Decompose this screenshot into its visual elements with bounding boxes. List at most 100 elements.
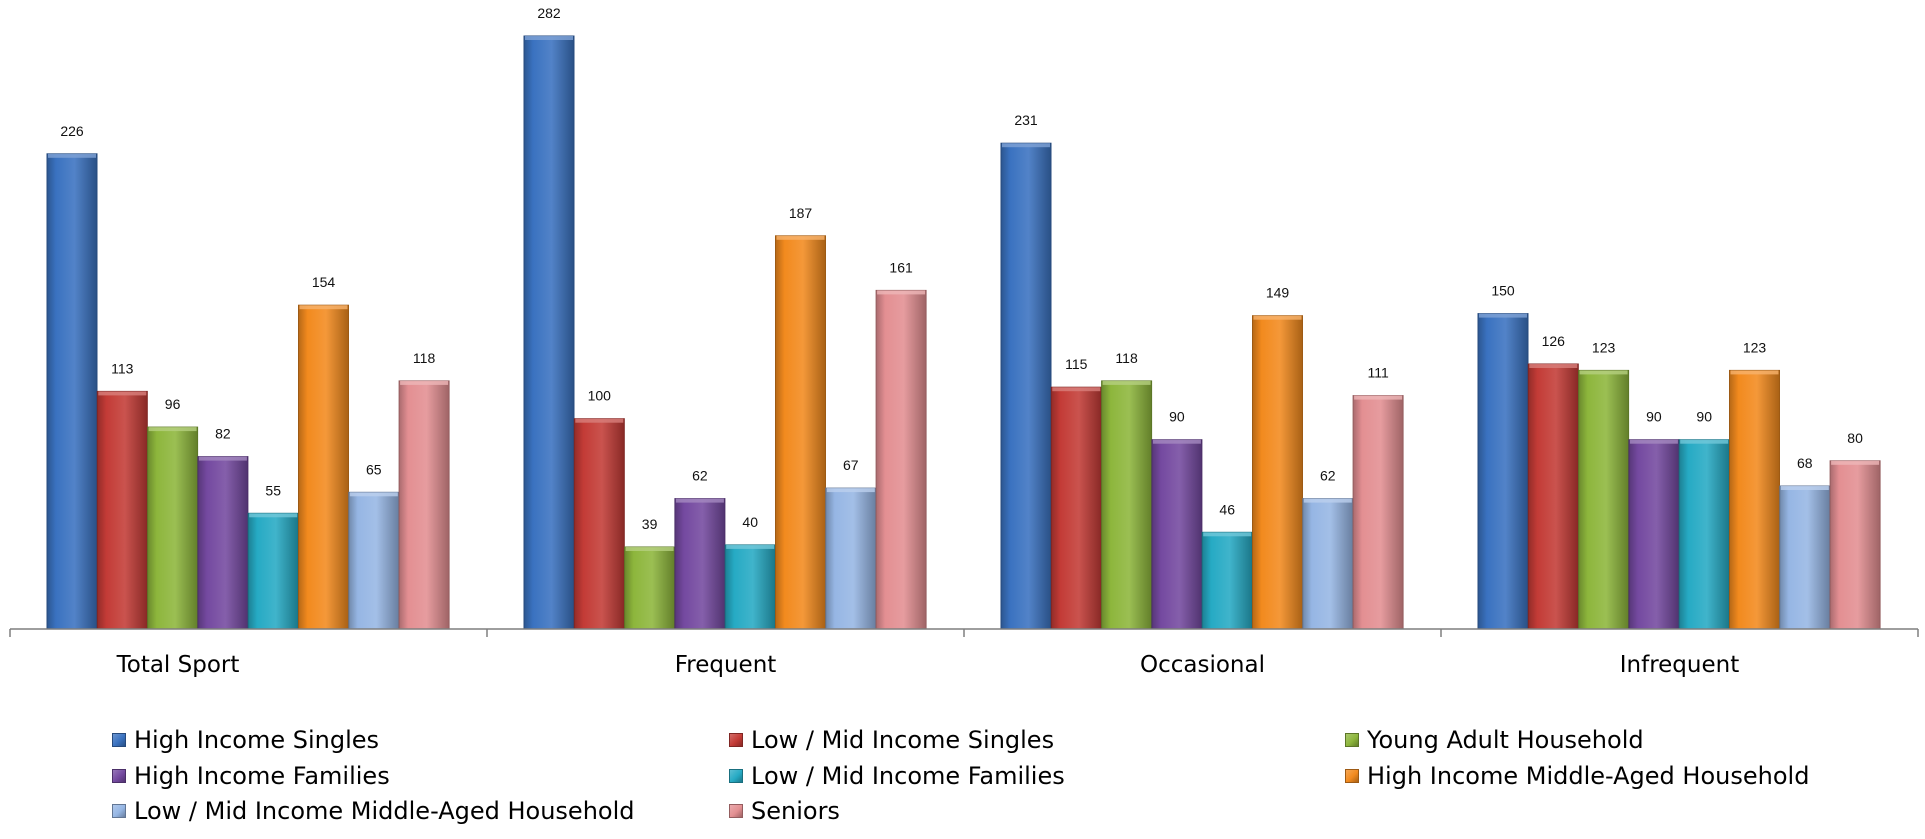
data-label: 282 bbox=[537, 5, 561, 21]
bar-top-highlight bbox=[1303, 498, 1352, 503]
data-label: 46 bbox=[1219, 501, 1235, 517]
bar-top-highlight bbox=[48, 153, 96, 158]
data-label: 161 bbox=[889, 259, 913, 275]
data-label: 65 bbox=[366, 461, 382, 477]
bar-top-highlight bbox=[299, 305, 348, 310]
bar-top-highlight bbox=[1102, 380, 1151, 385]
bar-total-sport-series-5 bbox=[298, 304, 349, 630]
data-label: 80 bbox=[1847, 430, 1863, 446]
bar-infrequent-series-6 bbox=[1779, 485, 1831, 630]
bar-total-sport-series-1 bbox=[96, 390, 148, 630]
bar-top-highlight bbox=[525, 36, 573, 40]
data-label: 90 bbox=[1696, 409, 1712, 425]
bar-top-highlight bbox=[148, 427, 197, 432]
bar-infrequent-series-0 bbox=[1477, 313, 1529, 630]
bars-layer bbox=[46, 35, 1881, 630]
data-label: 111 bbox=[1367, 365, 1388, 381]
bar-infrequent-series-4 bbox=[1678, 439, 1730, 630]
data-label: 231 bbox=[1014, 112, 1038, 128]
bar-top-highlight bbox=[1831, 460, 1880, 465]
data-label: 82 bbox=[215, 426, 231, 442]
bar-top-highlight bbox=[249, 513, 298, 518]
bar-frequent-series-5 bbox=[775, 235, 826, 630]
bar-top-highlight bbox=[198, 456, 247, 461]
bar-top-highlight bbox=[675, 498, 724, 503]
bar-top-highlight bbox=[1529, 364, 1578, 368]
bar-occasional-series-0 bbox=[1000, 142, 1052, 630]
bar-top-highlight bbox=[726, 544, 775, 549]
data-label: 40 bbox=[742, 514, 758, 530]
data-label: 123 bbox=[1592, 339, 1616, 355]
bar-total-sport-series-7 bbox=[398, 380, 450, 630]
bar-infrequent-series-7 bbox=[1829, 460, 1881, 630]
x-axis: Total Sport Frequent Occasional Infrequent bbox=[9, 628, 1919, 678]
data-label: 115 bbox=[1065, 356, 1088, 372]
data-label: 118 bbox=[413, 350, 436, 366]
bar-infrequent-series-3 bbox=[1628, 439, 1680, 630]
data-label: 90 bbox=[1169, 409, 1185, 425]
data-label: 149 bbox=[1266, 285, 1290, 301]
bar-occasional-series-2 bbox=[1101, 380, 1153, 630]
bar-top-highlight bbox=[625, 547, 674, 551]
bar-top-highlight bbox=[400, 380, 449, 385]
bar-occasional-series-4 bbox=[1201, 531, 1253, 630]
bar-top-highlight bbox=[1354, 395, 1403, 400]
bar-top-highlight bbox=[776, 235, 825, 240]
bar-top-highlight bbox=[826, 488, 875, 493]
bar-top-highlight bbox=[1730, 370, 1779, 375]
bar-top-highlight bbox=[1479, 313, 1527, 318]
category-label: Frequent bbox=[675, 652, 777, 678]
bar-occasional-series-3 bbox=[1151, 439, 1203, 630]
data-label: 118 bbox=[1115, 350, 1138, 366]
bar-frequent-series-7 bbox=[875, 289, 927, 630]
data-label: 187 bbox=[789, 205, 813, 221]
bar-frequent-series-2 bbox=[624, 546, 676, 630]
data-label: 55 bbox=[265, 482, 281, 498]
bar-total-sport-series-3 bbox=[197, 456, 249, 630]
bar-occasional-series-6 bbox=[1302, 498, 1354, 630]
category-label: Occasional bbox=[1140, 652, 1265, 678]
data-label: 100 bbox=[588, 388, 612, 404]
bar-top-highlight bbox=[1680, 439, 1729, 444]
data-label: 67 bbox=[843, 457, 859, 473]
bar-top-highlight bbox=[575, 418, 624, 423]
data-label: 90 bbox=[1646, 409, 1662, 425]
data-label: 150 bbox=[1491, 283, 1515, 299]
category-label: Infrequent bbox=[1620, 652, 1739, 678]
data-labels-layer: 226 113 96 82 55 154 65 118 282 100 39 62 40 187 67 161… bbox=[60, 5, 1863, 532]
data-label: 123 bbox=[1743, 339, 1767, 355]
bar-frequent-series-3 bbox=[674, 498, 726, 630]
bar-frequent-series-1 bbox=[573, 418, 625, 630]
bar-infrequent-series-2 bbox=[1578, 369, 1630, 630]
bar-frequent-series-0 bbox=[523, 35, 575, 630]
bar-frequent-series-4 bbox=[724, 544, 776, 630]
data-label: 113 bbox=[111, 360, 134, 376]
bar-top-highlight bbox=[349, 492, 398, 497]
bar-infrequent-series-1 bbox=[1527, 363, 1579, 630]
bar-total-sport-series-6 bbox=[348, 491, 400, 630]
data-label: 62 bbox=[1320, 468, 1336, 484]
data-label: 39 bbox=[642, 516, 658, 532]
bar-occasional-series-1 bbox=[1050, 386, 1102, 630]
bar-top-highlight bbox=[1152, 439, 1201, 444]
bar-occasional-series-7 bbox=[1352, 395, 1404, 630]
bar-total-sport-series-0 bbox=[46, 153, 98, 630]
data-label: 96 bbox=[165, 396, 181, 412]
bar-frequent-series-6 bbox=[825, 487, 877, 630]
bar-top-highlight bbox=[1002, 143, 1050, 148]
bar-top-highlight bbox=[877, 290, 926, 295]
category-label: Total Sport bbox=[116, 652, 240, 678]
data-label: 226 bbox=[60, 123, 84, 139]
data-label: 154 bbox=[312, 274, 336, 290]
bar-occasional-series-5 bbox=[1252, 315, 1303, 630]
data-label: 126 bbox=[1542, 333, 1566, 349]
bar-top-highlight bbox=[1629, 439, 1678, 444]
bar-top-highlight bbox=[1579, 370, 1628, 375]
bar-total-sport-series-2 bbox=[147, 426, 199, 630]
bar-top-highlight bbox=[1052, 387, 1101, 392]
bar-top-highlight bbox=[98, 391, 147, 396]
data-label: 62 bbox=[692, 468, 708, 484]
bar-infrequent-series-5 bbox=[1729, 369, 1780, 630]
bar-top-highlight bbox=[1253, 315, 1302, 320]
